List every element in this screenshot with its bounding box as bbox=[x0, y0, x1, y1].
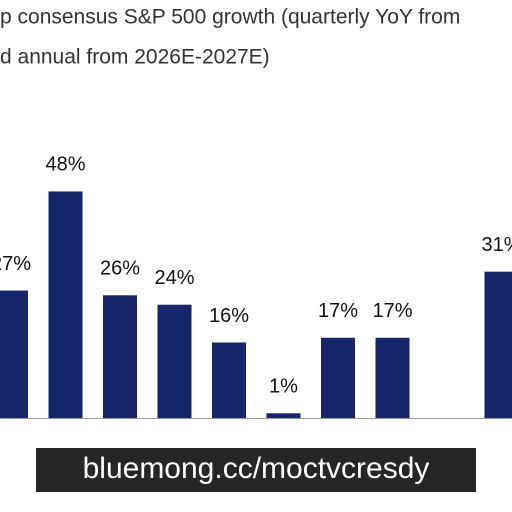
data-label: 26% bbox=[100, 258, 140, 280]
data-label: 17% bbox=[318, 300, 358, 322]
bar bbox=[266, 413, 301, 418]
bar bbox=[48, 191, 83, 418]
data-label: 27% bbox=[0, 253, 31, 275]
bar bbox=[157, 304, 192, 418]
bar bbox=[321, 337, 355, 418]
bar bbox=[375, 337, 410, 418]
bar bbox=[484, 271, 512, 418]
data-label: 24% bbox=[154, 267, 194, 289]
watermark: bluemong.cc/moctvcresdy bbox=[83, 452, 430, 485]
data-label: 17% bbox=[372, 300, 412, 322]
bar bbox=[212, 342, 246, 418]
data-label: 48% bbox=[45, 154, 85, 176]
chart-title: p consensus S&P 500 growth (quarterly Yo… bbox=[0, 6, 460, 29]
chart-subtitle: d annual from 2026E-2027E) bbox=[0, 46, 270, 69]
data-label: 16% bbox=[209, 305, 249, 327]
bar bbox=[0, 290, 28, 418]
watermark-band bbox=[36, 448, 476, 492]
data-label: 31% bbox=[481, 234, 512, 256]
data-label: 1% bbox=[269, 376, 298, 398]
bar bbox=[103, 295, 137, 418]
